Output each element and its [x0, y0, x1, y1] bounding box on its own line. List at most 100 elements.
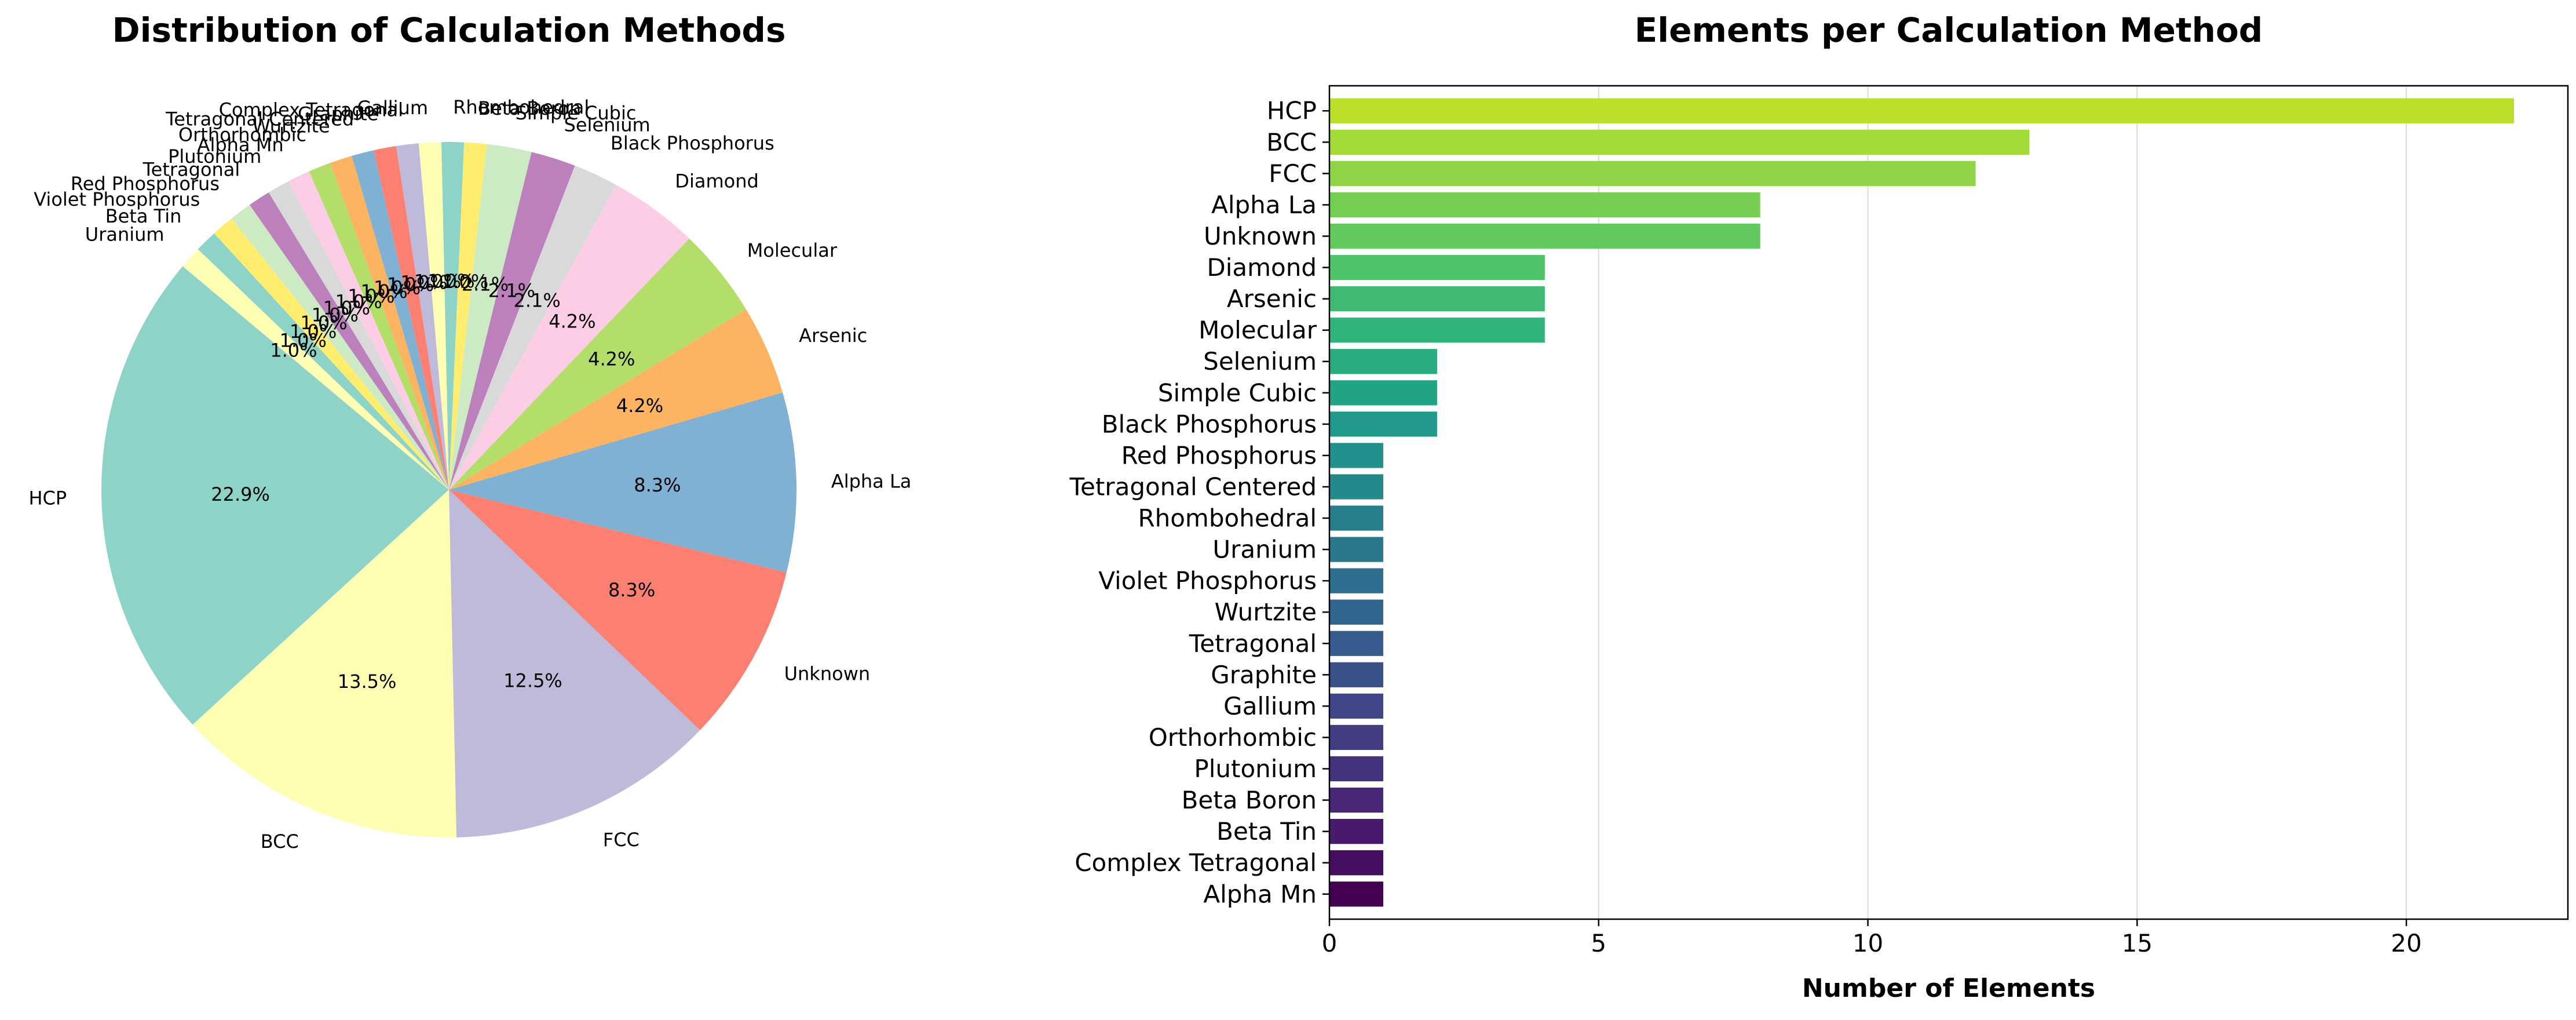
pie-percent-graphite: 1.0%	[387, 274, 434, 296]
pie-slice-labels: HCP BCC FCC Unknown Alpha La Arsenic Molecular…	[28, 96, 911, 853]
pie-percent-beta-boron: 1.0%	[441, 271, 488, 293]
pie-slice-complex-tetragonal	[396, 143, 449, 490]
bar-tetragonal	[1329, 631, 1383, 656]
bar-y-tick-label-tetragonal-centered: Tetragonal Centered	[1069, 473, 1317, 501]
pie-slice-tetragonal	[249, 192, 449, 490]
bar-y-tick-label-beta-tin: Beta Tin	[1216, 817, 1317, 846]
pie-chart-panel: Distribution of Calculation Methods 22.9…	[28, 10, 911, 853]
pie-slice-fcc	[449, 490, 700, 837]
pie-slice-bcc	[192, 490, 457, 838]
pie-percent-tetragonal-centered: 1.0%	[374, 276, 421, 298]
pie-slice-diamond	[449, 184, 689, 490]
pie-label-selenium: Selenium	[564, 114, 651, 136]
pie-label-rhombohedral: Rhombohedral	[453, 96, 589, 118]
pie-percent-tetragonal: 1.0%	[312, 304, 359, 326]
pie-label-diamond: Diamond	[675, 170, 758, 192]
bar-chart-title: Elements per Calculation Method	[1635, 10, 2263, 50]
pie-slice-alpha-mn	[288, 171, 449, 490]
pie-percent-uranium: 1.0%	[270, 340, 317, 362]
bar-alpha-mn	[1329, 881, 1383, 907]
bar-hcp	[1329, 98, 2515, 123]
bar-x-tick-label-20: 20	[2391, 929, 2421, 957]
bar-y-tick-label-alpha-mn: Alpha Mn	[1203, 880, 1317, 908]
bar-y-tick-label-beta-boron: Beta Boron	[1182, 786, 1317, 814]
bar-y-tick-label-violet-phosphorus: Violet Phosphorus	[1098, 567, 1317, 595]
pie-percent-labels: 22.9%13.5% 12.5%8.3%8.3%4.2%4.2%4.2%2.1%2…	[211, 270, 681, 693]
bar-y-tick-label-hcp: HCP	[1267, 97, 1317, 125]
pie-slice-alpha-la	[449, 392, 797, 573]
bar-beta-boron	[1329, 787, 1383, 813]
pie-slice-red-phosphorus	[231, 205, 449, 490]
pie-percent-plutonium: 1.0%	[323, 297, 370, 319]
pie-percent-alpha-mn: 1.0%	[335, 290, 382, 312]
pie-percent-rhombohedral: 1.0%	[427, 270, 474, 292]
bar-arsenic	[1329, 286, 1545, 312]
bar-y-tick-label-molecular: Molecular	[1199, 316, 1317, 344]
bar-x-tick-label-0: 0	[1322, 929, 1338, 957]
pie-slice-molecular	[449, 238, 746, 490]
pie-label-tetragonal: Tetragonal	[142, 158, 240, 180]
bar-y-tick-label-rhombohedral: Rhombohedral	[1138, 504, 1317, 533]
pie-percent-simple-cubic: 2.1%	[462, 274, 509, 296]
pie-label-graphite: Graphite	[298, 103, 378, 125]
bar-bars	[1329, 98, 2515, 907]
pie-label-unknown: Unknown	[784, 663, 871, 685]
pie-percent-arsenic: 4.2%	[616, 395, 663, 417]
bar-selenium	[1329, 349, 1437, 374]
pie-percent-beta-tin: 1.0%	[280, 330, 327, 352]
bar-y-tick-label-uranium: Uranium	[1212, 536, 1317, 564]
pie-chart-title: Distribution of Calculation Methods	[112, 10, 786, 50]
bar-y-tick-label-red-phosphorus: Red Phosphorus	[1121, 441, 1317, 469]
bar-y-tick-labels: HCP BCC FCC Alpha La Unknown Diamond Arsenic Mo…	[1069, 97, 1329, 908]
pie-percent-black-phosphorus: 2.1%	[513, 290, 560, 312]
pie-slice-arsenic	[449, 309, 783, 490]
bar-plutonium	[1329, 756, 1383, 782]
pie-slice-orthorhombic	[309, 163, 449, 490]
pie-label-complex-tetragonal: Complex Tetragonal	[219, 99, 403, 121]
pie-label-alpha-mn: Alpha Mn	[198, 134, 284, 156]
bar-y-tick-label-graphite: Graphite	[1211, 661, 1317, 689]
pie-percent-complex-tetragonal: 1.0%	[400, 272, 447, 294]
pie-percent-molecular: 4.2%	[588, 348, 635, 370]
bar-y-tick-label-unknown: Unknown	[1204, 222, 1317, 250]
bar-red-phosphorus	[1329, 443, 1383, 468]
pie-label-black-phosphorus: Black Phosphorus	[611, 132, 774, 154]
pie-percent-unknown: 8.3%	[608, 579, 655, 601]
pie-slice-black-phosphorus	[449, 165, 616, 490]
pie-percent-violet-phosphorus: 1.0%	[290, 320, 337, 343]
pie-slice-selenium	[449, 152, 575, 490]
pie-slice-rhombohedral	[441, 141, 465, 490]
pie-label-wurtzite: Wurtzite	[252, 115, 330, 137]
pie-slice-simple-cubic	[449, 144, 532, 490]
pie-slice-violet-phosphorus	[214, 218, 449, 490]
pie-percent-gallium: 1.0%	[414, 271, 461, 293]
bar-y-tick-label-diamond: Diamond	[1207, 253, 1317, 282]
pie-label-arsenic: Arsenic	[799, 325, 867, 347]
bar-y-tick-label-arsenic: Arsenic	[1227, 285, 1317, 313]
bar-graphite	[1329, 662, 1383, 687]
pie-percent-wurtzite: 1.0%	[360, 280, 407, 303]
bar-y-tick-label-complex-tetragonal: Complex Tetragonal	[1075, 848, 1317, 877]
bar-black-phosphorus	[1329, 411, 1437, 437]
bar-simple-cubic	[1329, 380, 1437, 406]
bar-y-tick-label-wurtzite: Wurtzite	[1215, 598, 1317, 626]
bar-y-tick-label-alpha-la: Alpha La	[1211, 191, 1317, 219]
pie-label-beta-boron: Beta Boron	[478, 97, 581, 119]
bar-wurtzite	[1329, 599, 1383, 625]
bar-x-tick-label-10: 10	[1852, 929, 1883, 957]
pie-slice-tetragonal-centered	[352, 150, 449, 490]
bar-alpha-la	[1329, 192, 1760, 218]
pie-slice-beta-boron	[449, 142, 487, 490]
bar-y-tick-label-black-phosphorus: Black Phosphorus	[1102, 410, 1317, 438]
pie-label-bcc: BCC	[261, 830, 299, 853]
bar-molecular	[1329, 318, 1545, 343]
pie-slice-uranium	[182, 249, 449, 490]
pie-label-violet-phosphorus: Violet Phosphorus	[34, 188, 200, 210]
bar-complex-tetragonal	[1329, 850, 1383, 876]
bar-x-ticks: 0 5 10 15 20	[1322, 919, 2422, 957]
pie-slice-hcp	[101, 266, 450, 725]
bar-fcc	[1329, 161, 1976, 186]
pie-label-beta-tin: Beta Tin	[105, 205, 182, 227]
pie-label-tetragonal-centered: Tetragonal Centered	[165, 108, 354, 130]
bar-gallium	[1329, 693, 1383, 719]
